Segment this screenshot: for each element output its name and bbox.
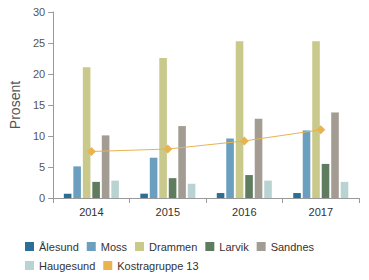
svg-text:Larvik: Larvik <box>219 241 249 253</box>
svg-text:Prosent: Prosent <box>7 81 23 129</box>
svg-text:30: 30 <box>33 6 45 18</box>
svg-text:2014: 2014 <box>79 206 103 218</box>
svg-text:15: 15 <box>33 99 45 111</box>
svg-text:Moss: Moss <box>101 241 128 253</box>
svg-text:Kostragruppe 13: Kostragruppe 13 <box>117 260 198 272</box>
svg-text:2016: 2016 <box>232 206 256 218</box>
svg-text:0: 0 <box>39 192 45 204</box>
svg-text:Ålesund: Ålesund <box>39 241 79 253</box>
svg-text:Sandnes: Sandnes <box>271 241 315 253</box>
svg-text:Drammen: Drammen <box>149 241 197 253</box>
svg-text:10: 10 <box>33 130 45 142</box>
svg-text:5: 5 <box>39 161 45 173</box>
svg-text:2017: 2017 <box>309 206 333 218</box>
svg-text:25: 25 <box>33 37 45 49</box>
svg-text:Haugesund: Haugesund <box>39 260 95 272</box>
svg-text:2015: 2015 <box>156 206 180 218</box>
svg-text:20: 20 <box>33 68 45 80</box>
